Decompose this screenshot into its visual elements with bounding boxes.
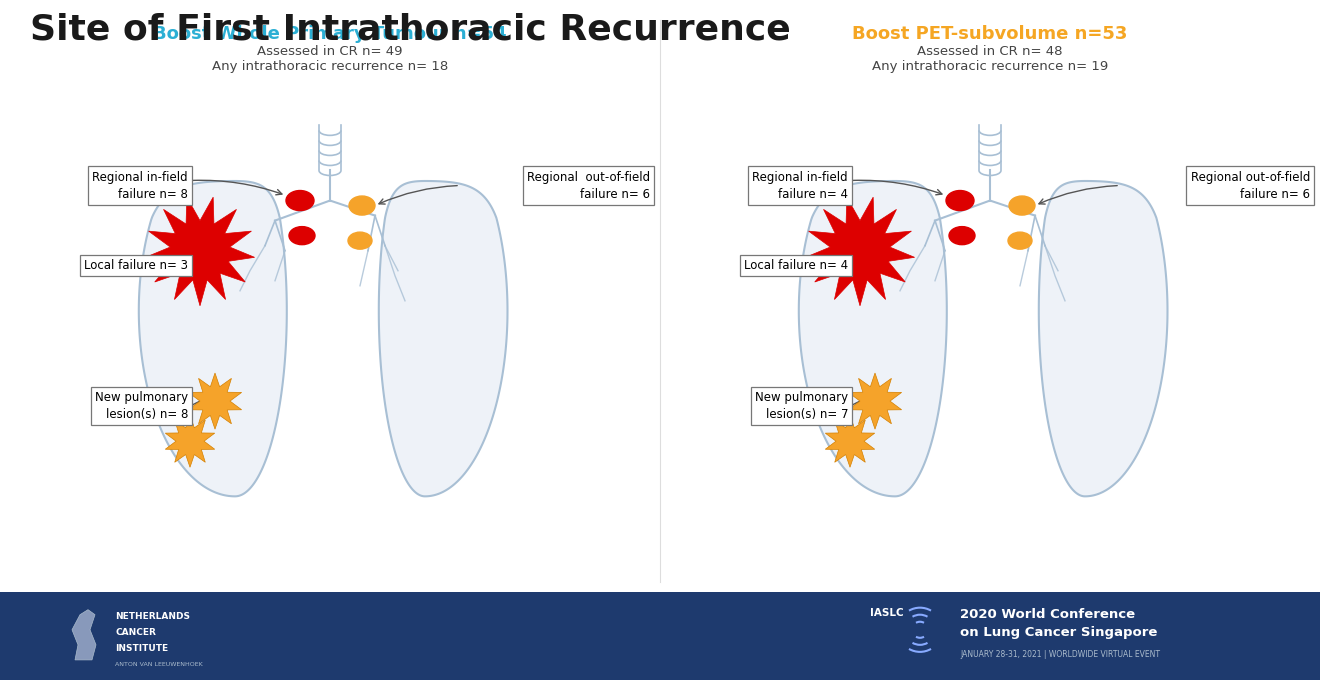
Polygon shape bbox=[1039, 181, 1167, 496]
Text: New pulmonary
lesion(s) n= 7: New pulmonary lesion(s) n= 7 bbox=[755, 391, 847, 421]
Text: Assessed in CR n= 49: Assessed in CR n= 49 bbox=[257, 45, 403, 58]
Text: Boost PET-subvolume n=53: Boost PET-subvolume n=53 bbox=[853, 25, 1127, 43]
Text: 2020 World Conference
on Lung Cancer Singapore: 2020 World Conference on Lung Cancer Sin… bbox=[960, 608, 1158, 639]
Text: Site of First Intrathoracic Recurrence: Site of First Intrathoracic Recurrence bbox=[30, 12, 791, 46]
Ellipse shape bbox=[1008, 196, 1035, 215]
Text: ANTON VAN LEEUWENHOEK: ANTON VAN LEEUWENHOEK bbox=[115, 662, 203, 667]
Text: CANCER: CANCER bbox=[115, 628, 156, 636]
FancyBboxPatch shape bbox=[0, 592, 1320, 680]
Ellipse shape bbox=[348, 232, 372, 249]
Polygon shape bbox=[73, 610, 96, 660]
Text: INSTITUTE: INSTITUTE bbox=[115, 644, 168, 653]
Polygon shape bbox=[799, 181, 946, 496]
Ellipse shape bbox=[946, 190, 974, 211]
Polygon shape bbox=[139, 181, 286, 496]
Text: Regional  out-of-field
failure n= 6: Regional out-of-field failure n= 6 bbox=[527, 171, 649, 201]
Ellipse shape bbox=[348, 196, 375, 215]
Ellipse shape bbox=[289, 226, 315, 245]
Text: JANUARY 28-31, 2021 | WORLDWIDE VIRTUAL EVENT: JANUARY 28-31, 2021 | WORLDWIDE VIRTUAL … bbox=[960, 650, 1160, 659]
Text: Regional out-of-field
failure n= 6: Regional out-of-field failure n= 6 bbox=[1191, 171, 1309, 201]
Text: Regional in-field
failure n= 8: Regional in-field failure n= 8 bbox=[92, 171, 187, 201]
Polygon shape bbox=[825, 415, 875, 467]
Text: Local failure n= 3: Local failure n= 3 bbox=[84, 259, 187, 272]
Text: Assessed in CR n= 48: Assessed in CR n= 48 bbox=[917, 45, 1063, 58]
Ellipse shape bbox=[286, 190, 314, 211]
Polygon shape bbox=[145, 197, 255, 306]
Text: IASLC: IASLC bbox=[870, 608, 904, 617]
Polygon shape bbox=[189, 373, 242, 429]
Polygon shape bbox=[849, 373, 902, 429]
Text: Any intrathoracic recurrence n= 19: Any intrathoracic recurrence n= 19 bbox=[873, 60, 1107, 73]
Ellipse shape bbox=[1008, 232, 1032, 249]
Text: NETHERLANDS: NETHERLANDS bbox=[115, 612, 190, 621]
Text: Local failure n= 4: Local failure n= 4 bbox=[744, 259, 847, 272]
Polygon shape bbox=[379, 181, 507, 496]
Ellipse shape bbox=[949, 226, 975, 245]
Text: Regional in-field
failure n= 4: Regional in-field failure n= 4 bbox=[752, 171, 847, 201]
Text: New pulmonary
lesion(s) n= 8: New pulmonary lesion(s) n= 8 bbox=[95, 391, 187, 421]
Polygon shape bbox=[805, 197, 915, 306]
Text: Any intrathoracic recurrence n= 18: Any intrathoracic recurrence n= 18 bbox=[213, 60, 447, 73]
Polygon shape bbox=[165, 415, 215, 467]
Text: Boost Whole Primary Tumour n=54: Boost Whole Primary Tumour n=54 bbox=[153, 25, 507, 43]
